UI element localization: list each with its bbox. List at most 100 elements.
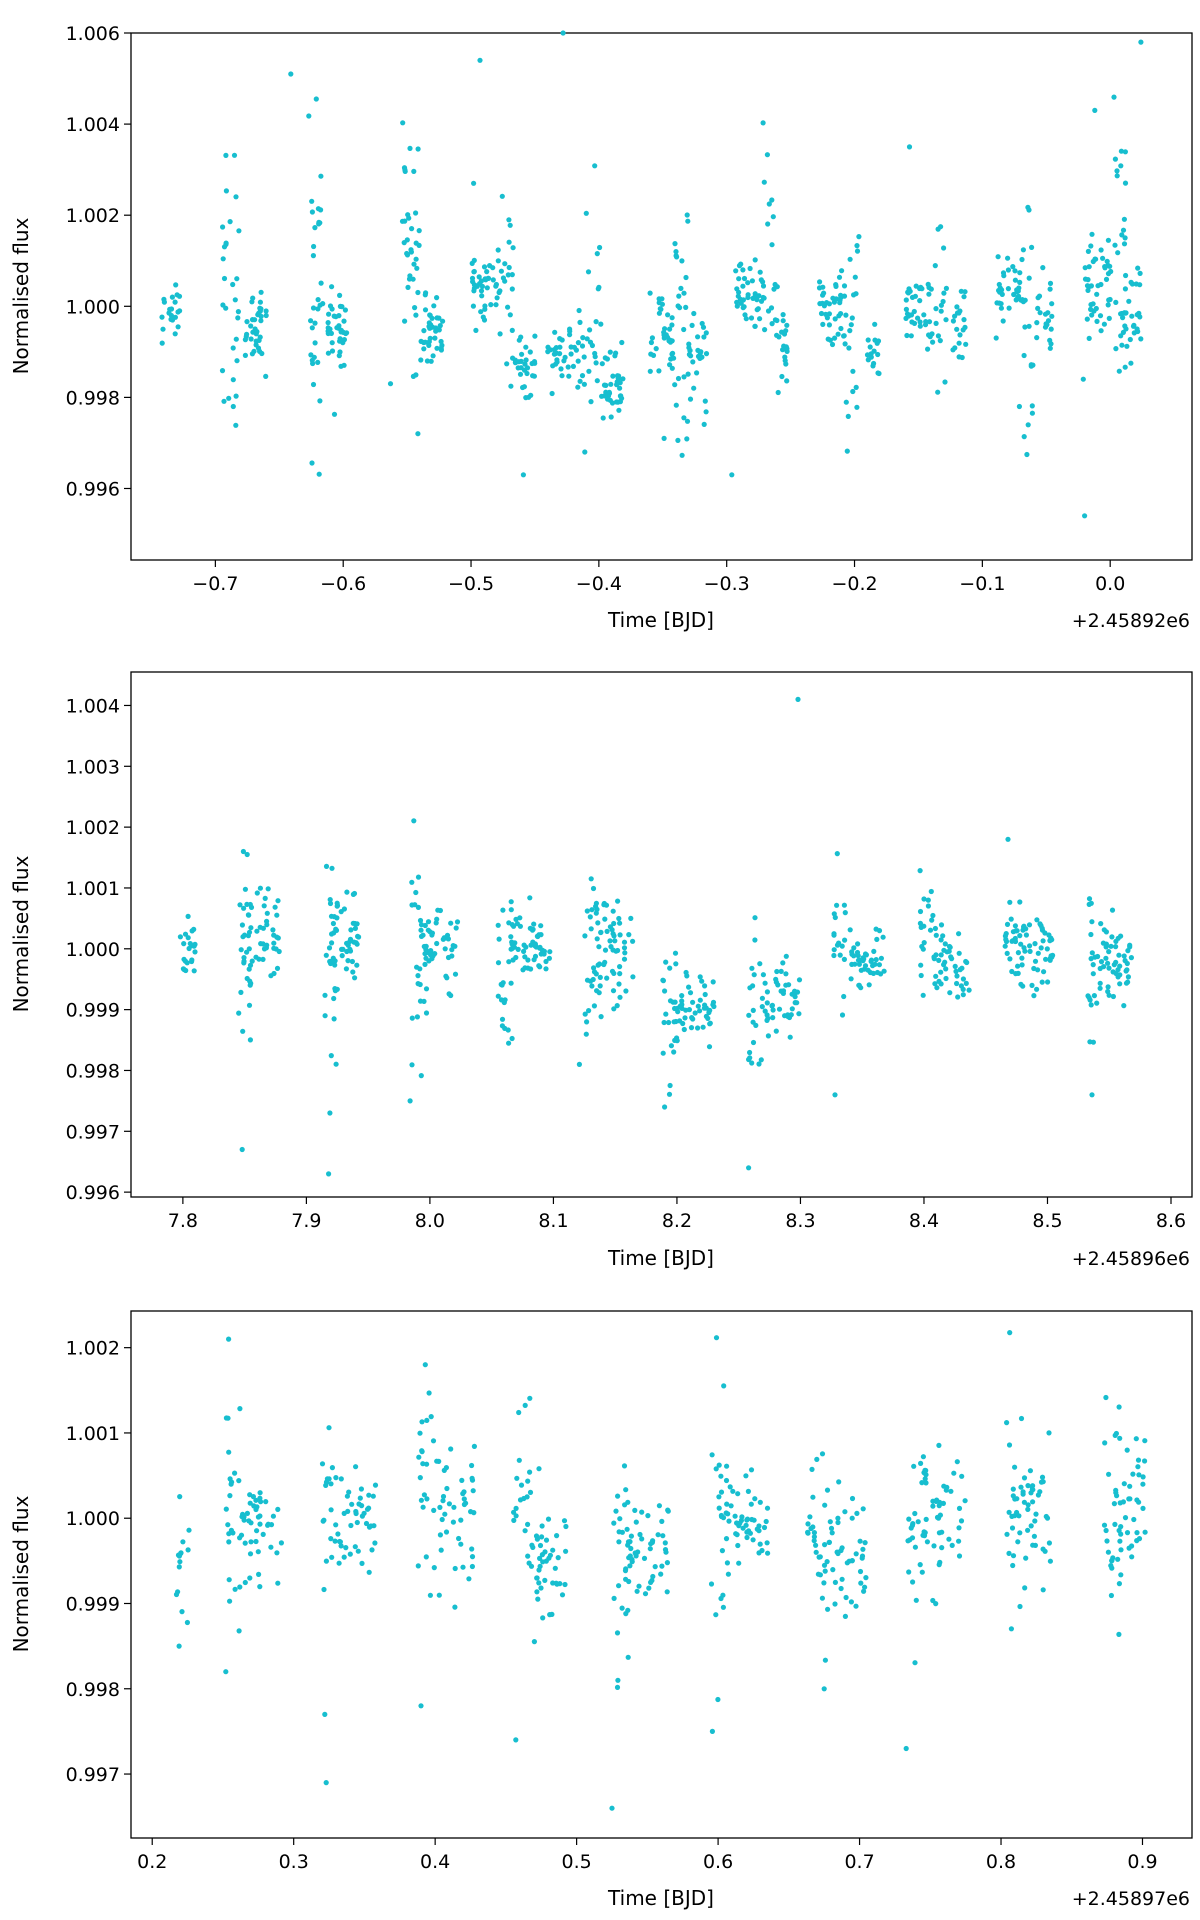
data-point	[669, 315, 675, 321]
data-point	[1115, 250, 1121, 256]
data-point	[250, 295, 256, 301]
data-point	[438, 345, 444, 351]
data-point	[469, 275, 476, 281]
data-point	[535, 1596, 541, 1602]
plot-frame	[130, 671, 1193, 1198]
data-point	[275, 1580, 281, 1586]
data-point	[579, 343, 586, 349]
data-point	[427, 1592, 433, 1598]
data-point	[783, 971, 789, 977]
data-point	[1107, 263, 1113, 269]
data-point	[415, 973, 421, 979]
data-point	[1112, 1432, 1118, 1438]
data-point	[747, 1530, 754, 1536]
data-point	[329, 1554, 335, 1560]
data-point	[757, 961, 763, 967]
data-point	[604, 928, 610, 935]
data-point	[829, 1530, 835, 1536]
data-point	[539, 1552, 546, 1558]
data-point	[1136, 1499, 1142, 1505]
data-point	[522, 954, 528, 960]
data-point	[525, 957, 531, 963]
data-point	[1098, 281, 1104, 288]
data-point	[862, 1540, 868, 1546]
data-point	[825, 1606, 831, 1612]
data-point	[834, 902, 840, 908]
x-axis-label: Time [BJD]	[607, 608, 714, 632]
data-point	[421, 328, 427, 334]
data-point	[848, 322, 854, 328]
data-point	[637, 1531, 643, 1538]
data-point	[926, 291, 932, 297]
data-point	[1121, 241, 1128, 247]
data-point	[1040, 1587, 1046, 1593]
data-point	[470, 303, 476, 309]
data-point	[694, 370, 700, 376]
data-point	[1019, 256, 1025, 263]
data-point	[822, 1502, 828, 1508]
data-point	[274, 1550, 280, 1556]
data-point	[440, 936, 446, 942]
data-point	[1128, 955, 1134, 961]
data-point	[911, 1463, 917, 1469]
data-point	[828, 1525, 835, 1531]
data-point	[565, 364, 571, 370]
data-point	[854, 404, 860, 410]
data-point	[963, 958, 969, 965]
data-point	[697, 974, 703, 980]
data-point	[421, 346, 427, 352]
data-point	[764, 1000, 770, 1006]
data-point	[1133, 281, 1139, 287]
x-tick-label: −0.6	[320, 573, 366, 595]
data-point	[576, 1061, 583, 1067]
data-point	[913, 283, 919, 289]
data-point	[733, 268, 739, 274]
data-point	[322, 992, 328, 998]
data-point	[648, 339, 655, 346]
data-point	[1015, 963, 1021, 969]
data-point	[241, 955, 247, 961]
data-point	[1109, 1558, 1115, 1564]
plot-frame	[130, 32, 1193, 561]
data-point	[710, 979, 716, 985]
x-axis: 7.8 7.9 8.0 8.1 8.2 8.3 8.4 8.5 8.6	[168, 1197, 1186, 1232]
data-point	[191, 943, 197, 949]
data-point	[431, 303, 437, 309]
data-point	[419, 1448, 425, 1454]
data-point	[366, 1505, 372, 1511]
data-point	[657, 306, 663, 312]
data-point	[750, 1537, 756, 1543]
data-point	[689, 322, 695, 328]
data-point	[853, 1551, 859, 1557]
data-point	[423, 986, 430, 992]
data-point	[522, 1528, 528, 1534]
data-point	[311, 243, 317, 250]
data-point	[831, 947, 837, 953]
x-tick-label: 7.8	[168, 1210, 198, 1232]
data-point	[415, 146, 421, 152]
data-point	[1044, 946, 1050, 952]
data-point	[1131, 1516, 1137, 1523]
data-point	[244, 319, 250, 325]
x-tick-label: 8.5	[1032, 1210, 1062, 1232]
data-point	[407, 145, 413, 151]
data-point	[272, 904, 278, 910]
data-point	[600, 415, 606, 421]
data-point	[427, 325, 434, 331]
data-point	[1120, 315, 1126, 321]
data-point	[328, 1481, 334, 1487]
data-point	[925, 346, 931, 352]
data-point	[872, 337, 878, 343]
data-point	[703, 409, 709, 415]
data-point	[709, 1452, 715, 1458]
data-point	[912, 1510, 918, 1517]
data-point	[1124, 1530, 1131, 1536]
data-point	[698, 349, 704, 355]
data-point	[338, 1543, 344, 1549]
data-point	[1129, 313, 1135, 319]
data-point	[650, 1538, 656, 1544]
data-point	[1039, 1474, 1046, 1480]
data-point	[522, 1402, 528, 1408]
data-point	[159, 340, 165, 346]
data-point	[607, 349, 613, 355]
